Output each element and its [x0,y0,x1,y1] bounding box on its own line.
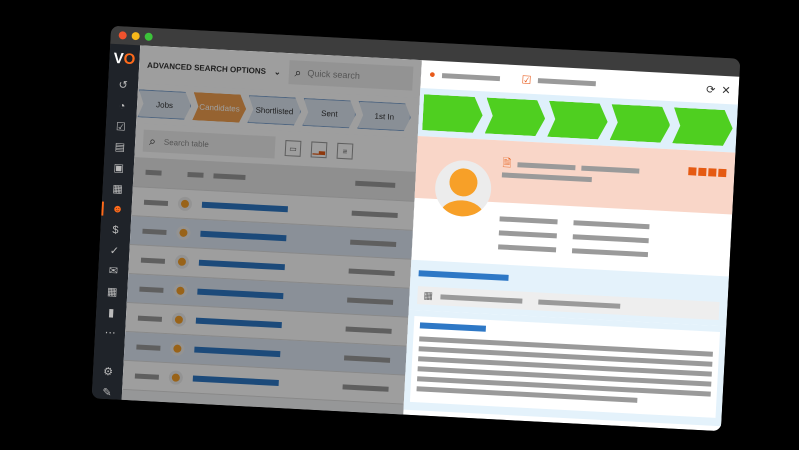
clipboard-icon: ☑ [521,73,532,87]
filter-icon[interactable]: ≡ [336,142,354,160]
tab-shortlisted[interactable]: Shortlisted [247,95,301,126]
candidate-detail-panel: ● ☑ ⟳ ✕ 🗎 ▦ [403,60,740,432]
quick-search-input[interactable]: ⌕ Quick search [288,60,414,91]
avatar [170,341,185,357]
avatar [174,254,190,270]
history-icon[interactable]: ↺ [118,79,128,93]
progress-step [422,94,483,133]
progress-step [610,104,671,143]
dollar-icon[interactable]: $ [112,223,119,236]
edit-icon[interactable]: ✎ [102,386,112,400]
minimize-window-button[interactable] [131,31,140,41]
close-icon[interactable]: ✕ [721,84,731,97]
progress-step [672,107,733,146]
app-window: VO ↺ ◔ ☑ ▤ ▣ ▦ ☻ $ ✓ ✉ ▦ ▮ ⋯ ⚙ ✎ ADVANCE… [91,25,741,432]
candidates-icon[interactable]: ☻ [101,201,132,217]
chevron-down-icon[interactable]: ⌄ [273,66,281,77]
chart-view-icon[interactable]: ▁▃ [310,141,328,159]
avatar [171,312,187,328]
candidates-pane: ADVANCED SEARCH OPTIONS ⌄ ⌕ Quick search … [121,45,422,415]
avatar [177,196,193,212]
briefcase-icon[interactable]: ▦ [112,182,124,196]
search-icon: ⌕ [294,64,302,80]
advanced-search-button[interactable]: ADVANCED SEARCH OPTIONS [146,60,267,76]
contacts-icon[interactable]: ▣ [113,162,125,175]
notes-icon[interactable]: ▤ [114,141,126,154]
dashboard-icon[interactable]: ◔ [118,99,126,113]
close-window-button[interactable] [118,31,127,40]
progress-step [485,98,546,137]
chart-icon[interactable]: ▮ [107,306,115,320]
tasks-icon[interactable]: ☑ [115,120,127,134]
settings-icon[interactable]: ⚙ [102,365,114,379]
search-icon: ⌕ [148,133,157,148]
mail-icon[interactable]: ✉ [108,265,119,278]
avatar [173,283,188,299]
briefcase-icon: ▦ [423,289,434,302]
document-icon: 🗎 [502,157,512,170]
check-circle-icon[interactable]: ✓ [109,244,120,258]
notes-card [409,316,720,418]
tab-1st-interview[interactable]: 1st In [357,101,411,132]
avatar [168,370,184,385]
progress-step [547,101,608,140]
tab-candidates[interactable]: Candidates [192,92,246,123]
tab-sent[interactable]: Sent [302,98,356,129]
rating [686,162,727,182]
search-table-input[interactable]: ⌕ Search table [142,129,276,159]
refresh-icon[interactable]: ⟳ [705,83,716,96]
person-icon: ● [428,68,437,81]
logo: VO [113,49,136,69]
calendar-icon[interactable]: ▦ [106,285,118,299]
tab-jobs[interactable]: Jobs [137,89,191,120]
maximize-window-button[interactable] [144,32,153,41]
candidates-table [122,157,416,405]
avatar [176,225,191,241]
more-icon[interactable]: ⋯ [104,327,116,340]
table-view-icon[interactable]: ▭ [284,140,302,157]
